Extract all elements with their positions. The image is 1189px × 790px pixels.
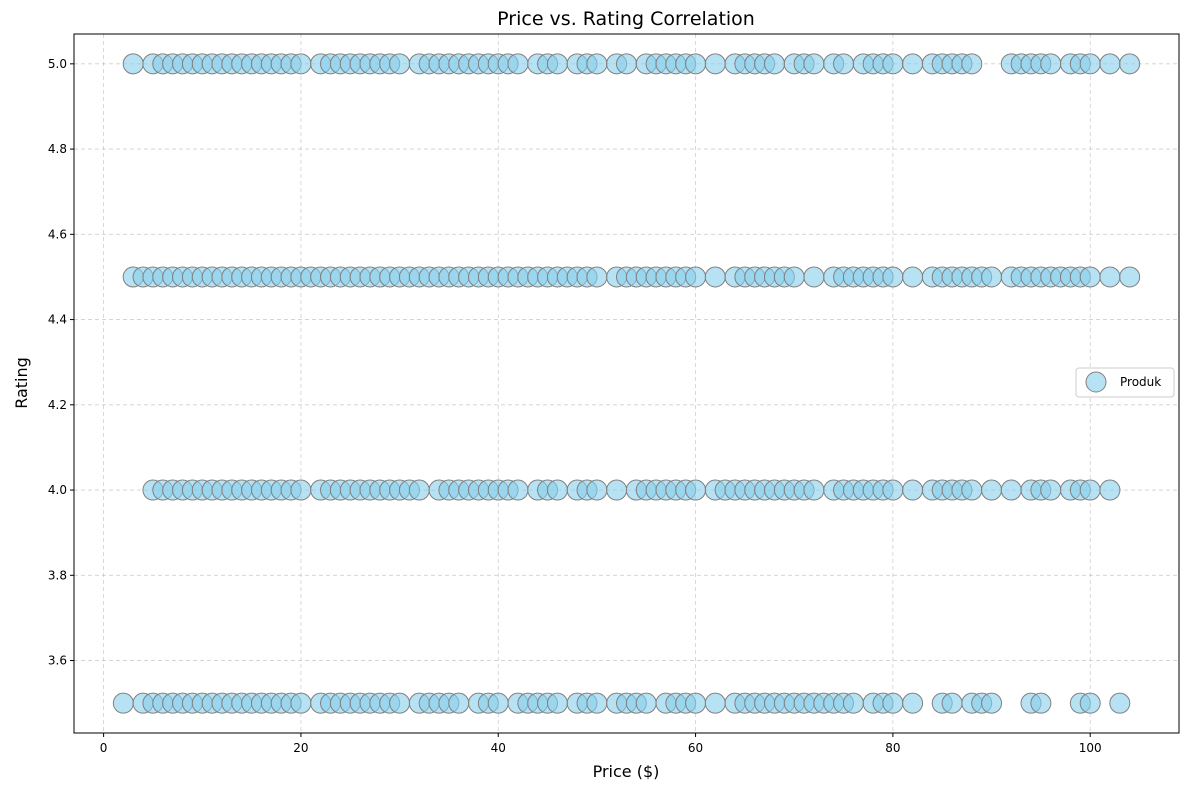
scatter-point xyxy=(290,479,312,501)
x-axis-title: Price ($) xyxy=(593,762,660,781)
scatter-point xyxy=(1040,479,1062,501)
scatter-point xyxy=(1000,479,1022,501)
scatter-point xyxy=(961,53,983,75)
y-tick-label: 4.6 xyxy=(48,227,67,241)
scatter-point xyxy=(487,692,509,714)
plot-frame xyxy=(73,33,1180,734)
scatter-point xyxy=(882,53,904,75)
scatter-point xyxy=(882,266,904,288)
x-tick-label: 100 xyxy=(1079,741,1102,755)
scatter-point xyxy=(290,53,312,75)
scatter-point xyxy=(902,692,924,714)
legend-marker xyxy=(1085,371,1107,393)
scatter-point xyxy=(783,266,805,288)
x-tick-label: 60 xyxy=(688,741,703,755)
scatter-point xyxy=(1079,479,1101,501)
scatter-point xyxy=(1099,53,1121,75)
scatter-point xyxy=(606,479,628,501)
scatter-point xyxy=(981,692,1003,714)
scatter-point xyxy=(1079,692,1101,714)
scatter-point xyxy=(763,53,785,75)
scatter-point xyxy=(882,692,904,714)
scatter-point xyxy=(507,53,529,75)
scatter-point xyxy=(902,266,924,288)
y-tick-label: 5.0 xyxy=(48,57,67,71)
scatter-point xyxy=(882,479,904,501)
x-tick-label: 0 xyxy=(100,741,108,755)
scatter-point xyxy=(981,266,1003,288)
scatter-point xyxy=(685,692,707,714)
chart-title: Price vs. Rating Correlation xyxy=(497,8,755,30)
scatter-point xyxy=(1079,266,1101,288)
scatter-point xyxy=(941,692,963,714)
x-tick-label: 40 xyxy=(491,741,506,755)
scatter-point xyxy=(586,479,608,501)
scatter-point xyxy=(981,479,1003,501)
scatter-point xyxy=(408,479,430,501)
scatter-point xyxy=(1099,479,1121,501)
scatter-point xyxy=(961,479,983,501)
scatter-point xyxy=(586,53,608,75)
scatter-point xyxy=(1109,692,1131,714)
scatter-point xyxy=(507,479,529,501)
scatter-point xyxy=(389,692,411,714)
x-tick-label: 20 xyxy=(293,741,308,755)
legend-label: Produk xyxy=(1120,375,1161,389)
scatter-point xyxy=(833,53,855,75)
scatter-point xyxy=(1030,692,1052,714)
scatter-point xyxy=(586,692,608,714)
scatter-point xyxy=(704,692,726,714)
scatter-point xyxy=(803,479,825,501)
scatter-point xyxy=(1040,53,1062,75)
scatter-points xyxy=(112,53,1141,714)
y-axis-title: Rating xyxy=(12,357,31,409)
scatter-point xyxy=(685,53,707,75)
legend: Produk xyxy=(1075,367,1175,398)
scatter-point xyxy=(704,266,726,288)
x-tick-label: 80 xyxy=(885,741,900,755)
scatter-point xyxy=(112,692,134,714)
y-tick-label: 3.6 xyxy=(48,654,67,668)
axis-ticks: 0 20 40 60 80 100 3.6 3.8 4.0 4.2 4.4 4.6 4.8 5.0 xyxy=(48,57,1102,755)
scatter-point xyxy=(546,479,568,501)
scatter-point xyxy=(1099,266,1121,288)
scatter-point xyxy=(902,479,924,501)
y-tick-label: 3.8 xyxy=(48,568,67,582)
scatter-point xyxy=(389,53,411,75)
scatter-point xyxy=(704,53,726,75)
scatter-point xyxy=(546,692,568,714)
y-tick-label: 4.0 xyxy=(48,483,67,497)
scatter-point xyxy=(586,266,608,288)
scatter-point xyxy=(902,53,924,75)
scatter-point xyxy=(635,692,657,714)
scatter-point xyxy=(685,479,707,501)
scatter-point xyxy=(685,266,707,288)
scatter-point xyxy=(1119,266,1141,288)
scatter-point xyxy=(122,53,144,75)
scatter-point xyxy=(1079,53,1101,75)
scatter-point xyxy=(842,692,864,714)
y-tick-label: 4.2 xyxy=(48,398,67,412)
scatter-point xyxy=(546,53,568,75)
scatter-point xyxy=(448,692,470,714)
y-tick-label: 4.8 xyxy=(48,142,67,156)
scatter-point xyxy=(803,53,825,75)
scatter-point xyxy=(803,266,825,288)
y-tick-label: 4.4 xyxy=(48,313,67,327)
scatter-point xyxy=(1119,53,1141,75)
grid xyxy=(74,34,1179,733)
scatter-point xyxy=(290,692,312,714)
scatter-point xyxy=(616,53,637,75)
